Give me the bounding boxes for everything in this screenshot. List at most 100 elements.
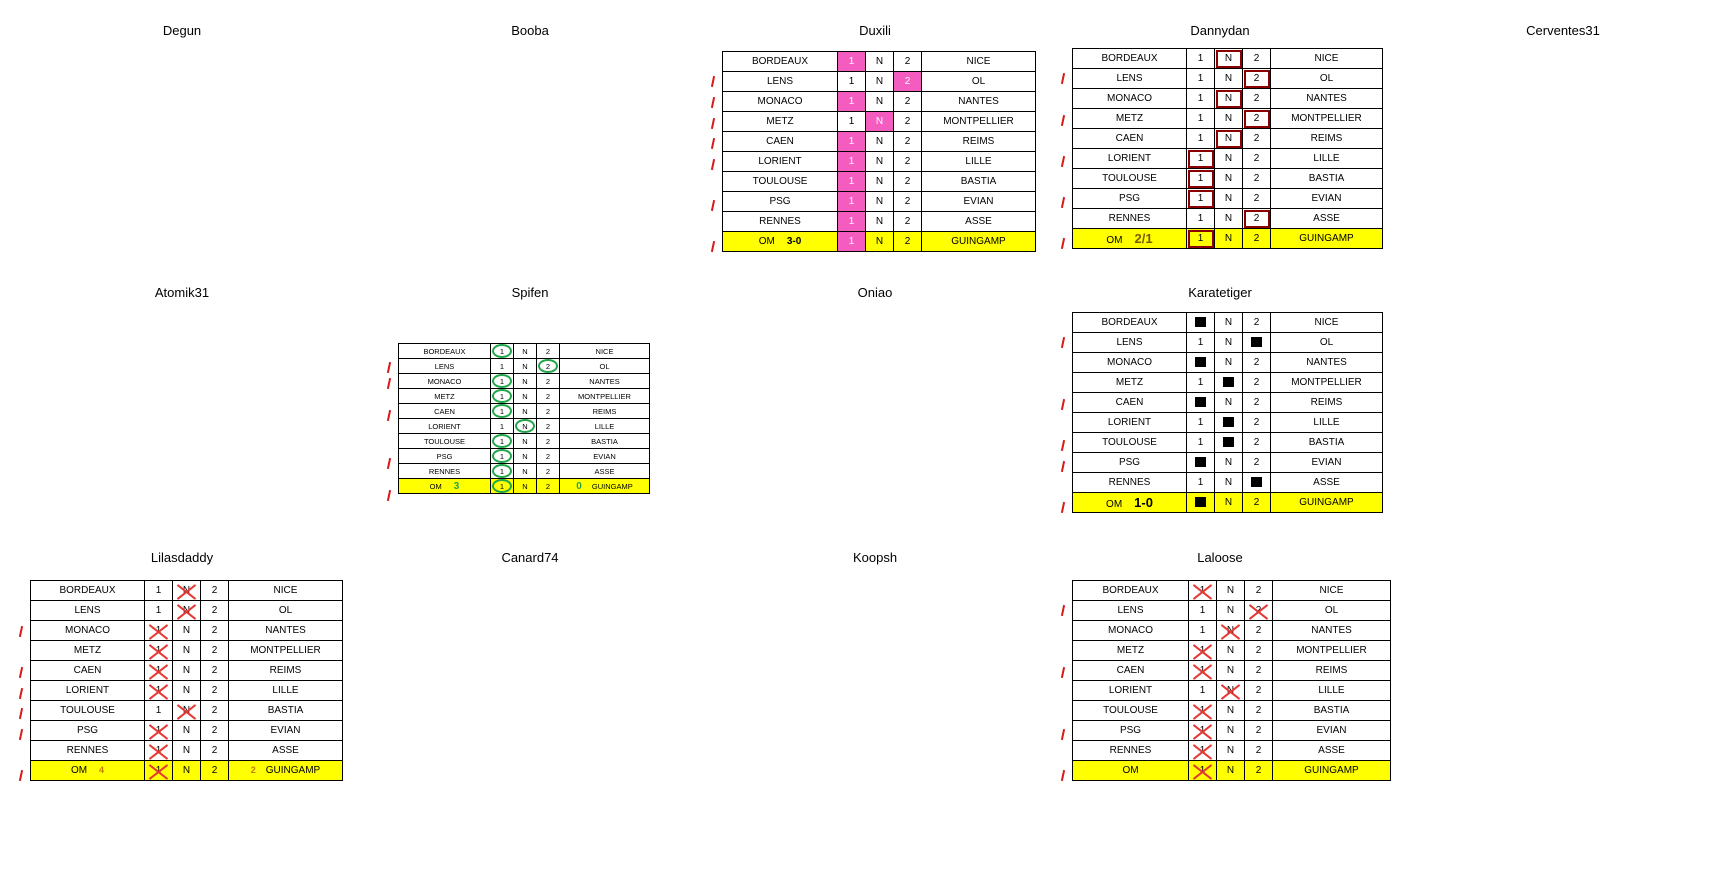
away-team: REIMS	[228, 660, 343, 681]
pick-away: 2	[1244, 720, 1273, 741]
pronostic-grid-spifen: BORDEAUX 1 N 2 NICE LENS 1 N 2 OL MONACO 1 N 2 NANTES M…	[398, 343, 650, 494]
match-row: CAEN 1 N 2 REIMS	[722, 131, 1036, 152]
pick-home: 1	[490, 403, 514, 419]
pick-away: 2	[1242, 108, 1271, 129]
pick-away: 2	[536, 373, 560, 389]
pick-away: 2	[536, 418, 560, 434]
home-team: OM	[1072, 760, 1189, 781]
match-row: OM 1-0 N 2 GUINGAMP	[1072, 492, 1383, 513]
pick-home: 1	[1188, 600, 1217, 621]
away-team: EVIAN	[559, 448, 650, 464]
filled-box-mark	[1223, 437, 1234, 448]
match-row: PSG 1 N 2 EVIAN	[1072, 188, 1383, 209]
player-name-degun: Degun	[162, 23, 202, 38]
match-row: CAEN 1 N 2 REIMS	[1072, 660, 1391, 681]
pick-draw: N	[865, 131, 894, 152]
pick-home: 1	[144, 660, 173, 681]
home-team: METZ	[1072, 640, 1189, 661]
pick-draw: N	[513, 463, 537, 479]
pick-home	[1186, 312, 1215, 333]
pick-home: 1	[1188, 580, 1217, 601]
pick-away: 2	[893, 171, 922, 192]
pick-draw: N	[1216, 720, 1245, 741]
pick-draw: N	[865, 111, 894, 132]
pick-away: 2	[200, 740, 229, 761]
match-row: PSG 1 N 2 EVIAN	[1072, 720, 1391, 741]
pick-draw: N	[1214, 88, 1243, 109]
pick-draw: N	[1216, 580, 1245, 601]
pick-draw	[1214, 372, 1243, 393]
away-team: NICE	[228, 580, 343, 601]
pick-draw: N	[1216, 600, 1245, 621]
match-row: OM 3 1 N 2 0 GUINGAMP	[398, 478, 650, 494]
pick-draw: N	[172, 700, 201, 721]
pick-away: 2	[1242, 452, 1271, 473]
match-row: MONACO 1 N 2 NANTES	[30, 620, 343, 641]
pick-away: 2	[1242, 128, 1271, 149]
pick-away: 2	[1244, 640, 1273, 661]
match-row: LENS 1 N 2 OL	[1072, 68, 1383, 89]
pick-home: 1	[490, 418, 514, 434]
match-row: LORIENT 1 N 2 LILLE	[722, 151, 1036, 172]
home-team: PSG	[398, 448, 491, 464]
away-team: NICE	[559, 343, 650, 359]
home-team: OM 2/1	[1072, 228, 1187, 249]
away-team: EVIAN	[1270, 188, 1383, 209]
away-team: NICE	[1270, 312, 1383, 333]
pick-home: 1	[837, 71, 866, 92]
home-team: BORDEAUX	[722, 51, 838, 72]
match-row: METZ 1 N 2 MONTPELLIER	[1072, 640, 1391, 661]
pick-draw: N	[1214, 332, 1243, 353]
home-team: MONACO	[722, 91, 838, 112]
pick-away	[1242, 472, 1271, 493]
pick-home	[1186, 452, 1215, 473]
home-team: TOULOUSE	[1072, 432, 1187, 453]
pick-home: 1	[1188, 620, 1217, 641]
check-tick	[1060, 238, 1066, 250]
away-team: REIMS	[559, 403, 650, 419]
home-team: CAEN	[1072, 660, 1189, 681]
away-team: OL	[921, 71, 1036, 92]
pick-draw: N	[1214, 492, 1243, 513]
pick-draw: N	[865, 191, 894, 212]
pick-draw: N	[513, 343, 537, 359]
pick-draw: N	[865, 211, 894, 232]
pick-home: 1	[1188, 680, 1217, 701]
home-team: BORDEAUX	[1072, 48, 1187, 69]
away-team: REIMS	[1270, 392, 1383, 413]
home-team: OM 4	[30, 760, 145, 781]
pick-draw: N	[1214, 68, 1243, 89]
away-team: BASTIA	[1270, 168, 1383, 189]
away-team: ASSE	[921, 211, 1036, 232]
pick-away: 2	[1242, 352, 1271, 373]
match-row: BORDEAUX 1 N 2 NICE	[398, 343, 650, 359]
away-team: NANTES	[559, 373, 650, 389]
away-team: LILLE	[1272, 680, 1391, 701]
away-team: LILLE	[228, 680, 343, 701]
match-row: METZ 1 N 2 MONTPELLIER	[30, 640, 343, 661]
filled-box-mark	[1195, 397, 1206, 408]
match-row: LORIENT 1 N 2 LILLE	[398, 418, 650, 434]
pick-home: 1	[490, 358, 514, 374]
pick-draw: N	[1216, 740, 1245, 761]
match-row: RENNES 1 N 2 ASSE	[1072, 208, 1383, 229]
pick-away: 2	[1242, 48, 1271, 69]
filled-box-mark	[1223, 377, 1234, 388]
pick-away: 2	[893, 191, 922, 212]
pick-away: 2	[1242, 432, 1271, 453]
pronostic-grid-duxili: BORDEAUX 1 N 2 NICE LENS 1 N 2 OL MONACO 1 N 2 NANTES M…	[722, 51, 1036, 252]
pick-away: 2	[200, 640, 229, 661]
pick-away: 2	[1244, 760, 1273, 781]
home-team: PSG	[1072, 188, 1187, 209]
home-team: RENNES	[398, 463, 491, 479]
match-row: BORDEAUX 1 N 2 NICE	[722, 51, 1036, 72]
away-team: NANTES	[921, 91, 1036, 112]
pick-home: 1	[144, 680, 173, 701]
player-name-dannydan: Dannydan	[1190, 23, 1250, 38]
match-row: CAEN 1 N 2 REIMS	[30, 660, 343, 681]
away-team: NANTES	[1270, 352, 1383, 373]
home-team: METZ	[1072, 108, 1187, 129]
match-row: BORDEAUX 1 N 2 NICE	[1072, 48, 1383, 69]
home-team: TOULOUSE	[30, 700, 145, 721]
pick-away: 2	[1244, 700, 1273, 721]
